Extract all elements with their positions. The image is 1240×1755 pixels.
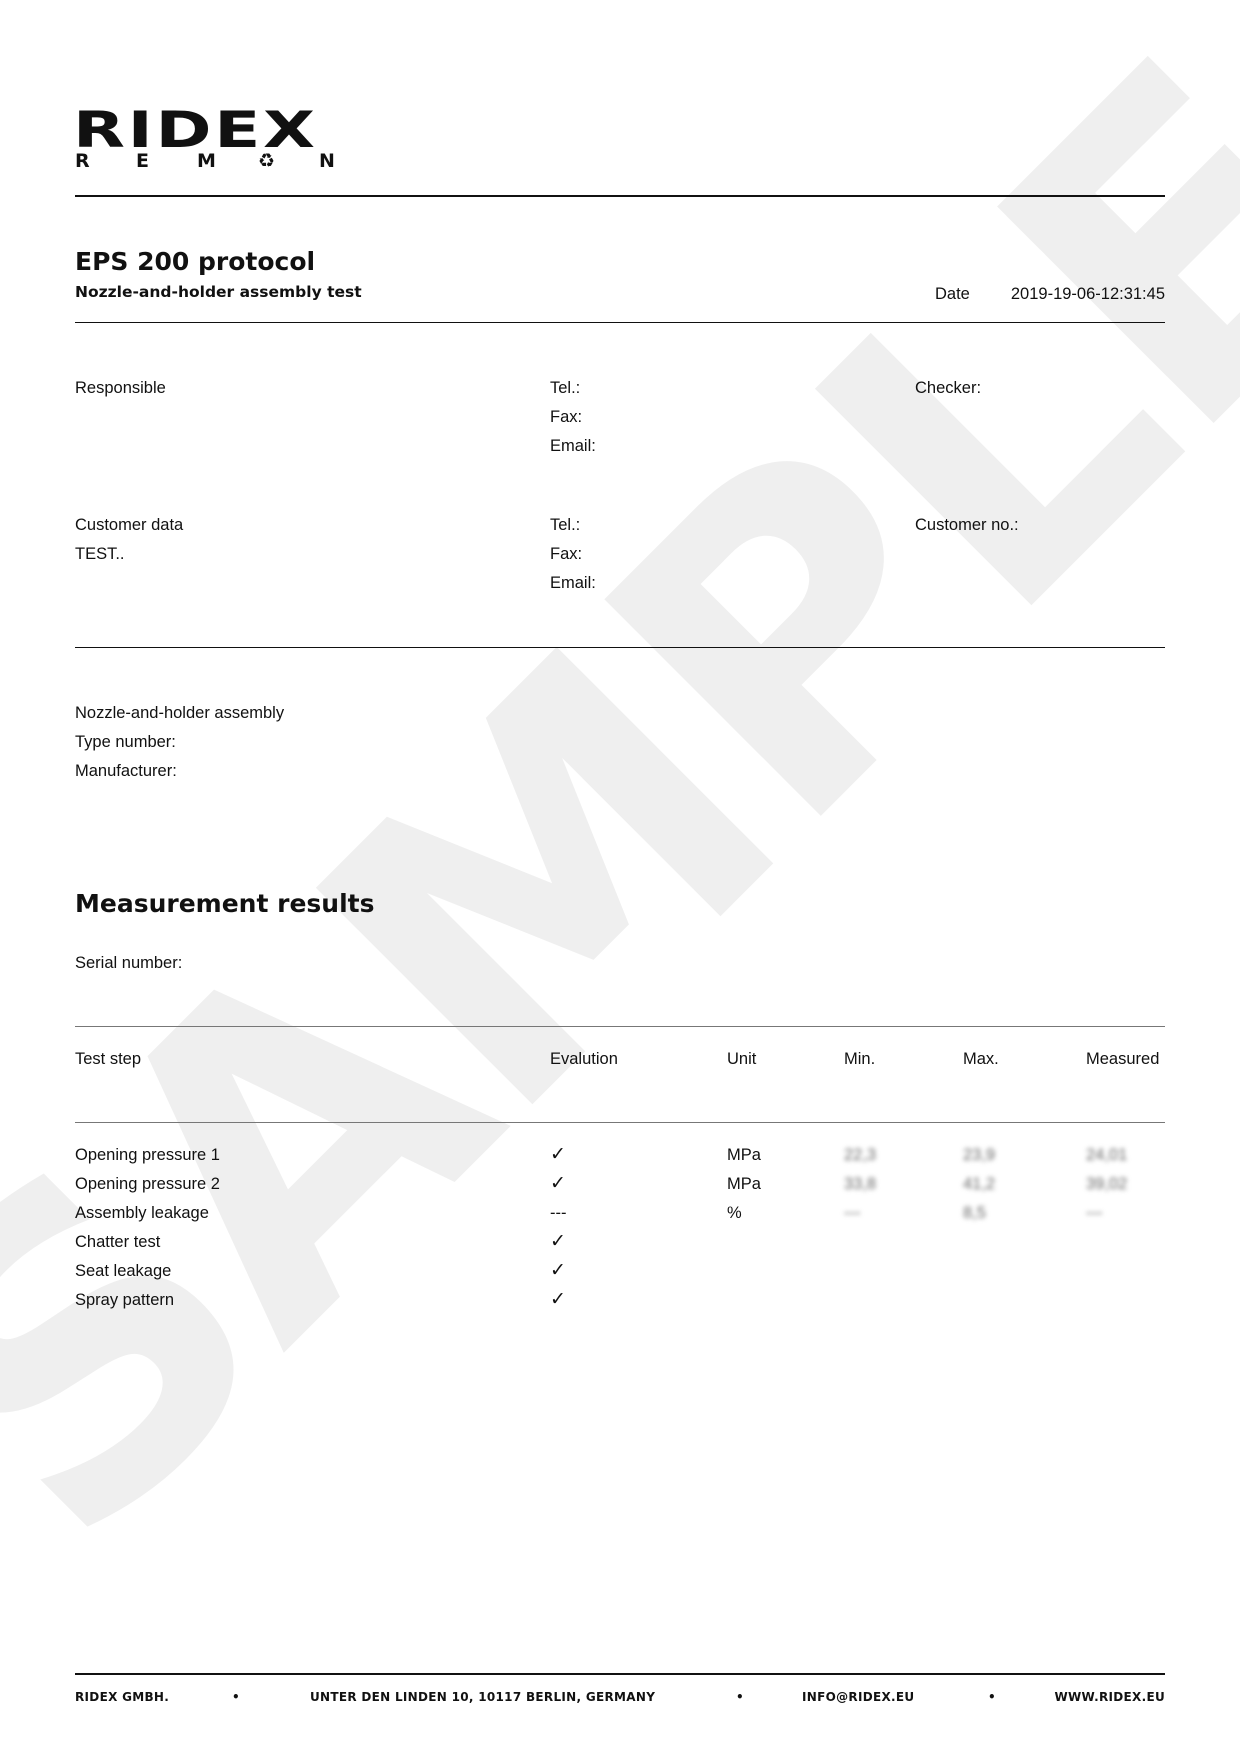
column-header-evaluation: Evalution [550, 1050, 618, 1068]
responsible-email: Email: [550, 437, 596, 455]
manufacturer-label: Manufacturer: [75, 762, 177, 780]
cell-measured: 39,02 [1086, 1175, 1128, 1193]
customer-email: Email: [550, 574, 596, 592]
column-header-min: Min. [844, 1050, 876, 1068]
checkmark-icon: ✓ [550, 1260, 566, 1281]
assembly-label: Nozzle-and-holder assembly [75, 704, 285, 722]
checkmark-icon: ✓ [550, 1173, 566, 1194]
measurement-title: Measurement results [75, 889, 375, 918]
column-header-max: Max. [963, 1050, 999, 1068]
cell-max: 8,5 [963, 1204, 986, 1222]
responsible-tel: Tel.: [550, 379, 581, 397]
logo-letter: R [75, 150, 90, 172]
cell-test-step: Chatter test [75, 1233, 161, 1251]
cell-max: 23,9 [963, 1146, 996, 1164]
checkmark-icon: ✓ [550, 1144, 566, 1165]
cell-test-step: Opening pressure 1 [75, 1146, 220, 1164]
footer-address: UNTER DEN LINDEN 10, 10117 BERLIN, GERMA… [310, 1690, 656, 1704]
footer-divider [75, 1673, 1165, 1675]
footer-website: WWW.RIDEX.EU [1054, 1690, 1165, 1704]
customer-fax: Fax: [550, 545, 583, 563]
cell-min: 22,3 [844, 1146, 877, 1164]
cell-min: --- [844, 1204, 861, 1222]
checkmark-icon: ✓ [550, 1289, 566, 1310]
divider [75, 322, 1165, 323]
table-header-divider [75, 1122, 1165, 1123]
customer-no-label: Customer no.: [915, 516, 1019, 534]
customer-label: Customer data [75, 516, 184, 534]
cell-test-step: Opening pressure 2 [75, 1175, 220, 1193]
serial-number-label: Serial number: [75, 954, 183, 972]
logo-letter: E [136, 150, 149, 172]
cell-unit: MPa [727, 1175, 761, 1193]
column-header-unit: Unit [727, 1050, 757, 1068]
footer-bullet: • [736, 1690, 744, 1704]
page-title: EPS 200 protocol [75, 247, 316, 276]
logo-letter: M [197, 150, 216, 172]
cell-unit: % [727, 1204, 742, 1222]
customer-tel: Tel.: [550, 516, 581, 534]
table-top-divider [75, 1026, 1165, 1027]
cell-max: 41,2 [963, 1175, 996, 1193]
date-label: Date [935, 285, 970, 303]
date-value: 2019-19-06-12:31:45 [1010, 285, 1165, 303]
footer-bullet: • [988, 1690, 996, 1704]
reman-logo: R E M ♻ N [75, 150, 380, 172]
footer-bullet: • [232, 1690, 240, 1704]
responsible-label: Responsible [75, 379, 166, 397]
cell-measured: 24,01 [1086, 1146, 1128, 1164]
recycle-icon: ♻ [258, 150, 276, 172]
cell-min: 33,8 [844, 1175, 877, 1193]
logo-letter: N [319, 150, 335, 172]
cell-test-step: Spray pattern [75, 1291, 175, 1309]
checkmark-icon: ✓ [550, 1231, 566, 1252]
footer-company: RIDEX GMBH. [75, 1690, 170, 1704]
cell-evaluation: --- [550, 1204, 567, 1222]
customer-name: TEST.. [75, 545, 125, 563]
footer-email: INFO@RIDEX.EU [802, 1690, 915, 1704]
responsible-fax: Fax: [550, 408, 583, 426]
cell-measured: --- [1086, 1204, 1103, 1222]
column-header-measured: Measured [1086, 1050, 1160, 1068]
page-subtitle: Nozzle-and-holder assembly test [75, 283, 362, 301]
cell-test-step: Assembly leakage [75, 1204, 209, 1222]
type-number-label: Type number: [75, 733, 176, 751]
column-header-test-step: Test step [75, 1050, 142, 1068]
cell-test-step: Seat leakage [75, 1262, 172, 1280]
ridex-logo: RIDEX [73, 101, 318, 159]
checker-label: Checker: [915, 379, 982, 397]
cell-unit: MPa [727, 1146, 761, 1164]
divider [75, 647, 1165, 648]
divider [75, 195, 1165, 197]
